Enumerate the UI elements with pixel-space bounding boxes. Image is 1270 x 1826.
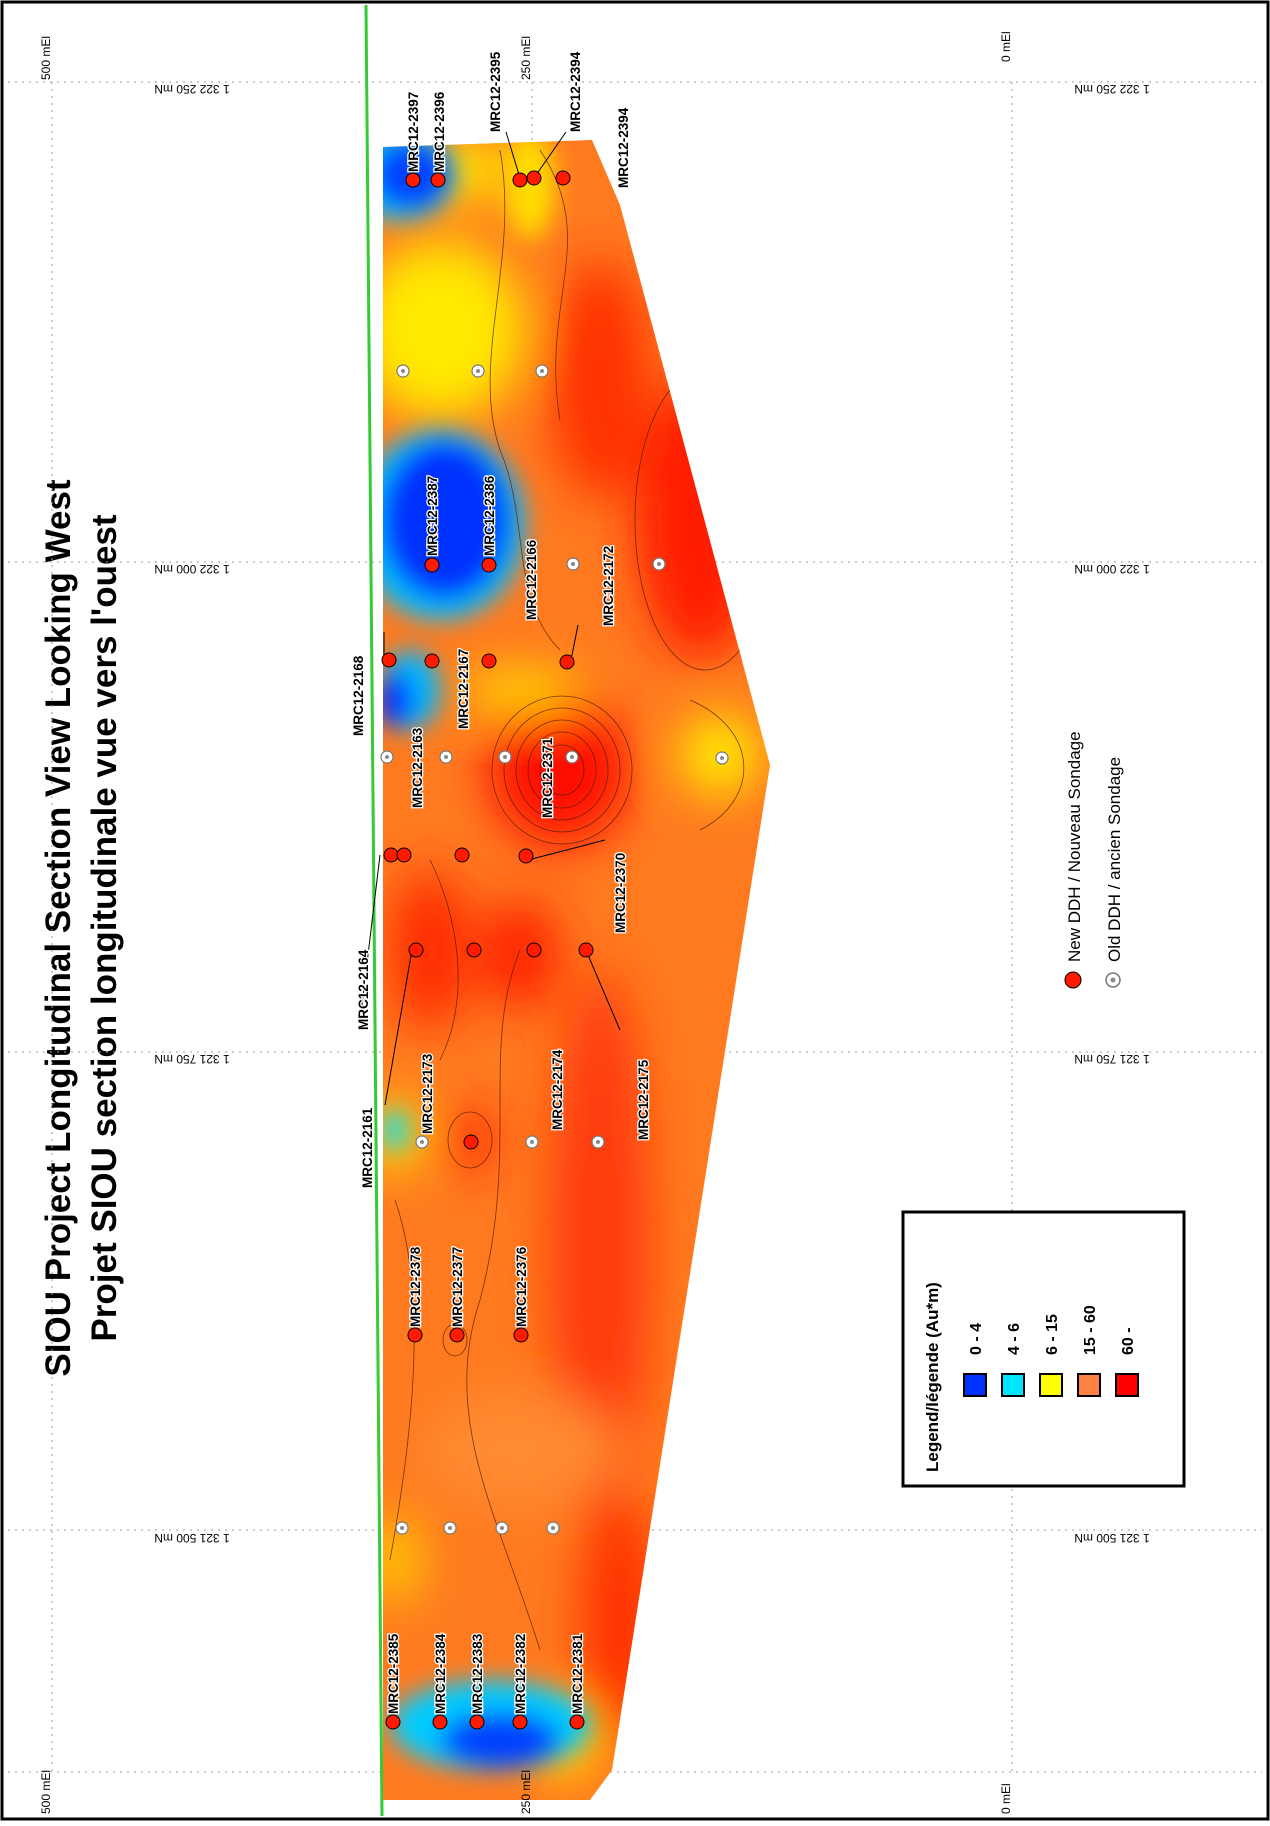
new-ddh-marker [555, 170, 571, 186]
old-ddh-label: Old DDH / ancien Sondage [1105, 757, 1124, 962]
title-line-2: Projet SIOU section longitudinale vue ve… [85, 514, 124, 1341]
northing-label-top-3: 1 321 500 mN [154, 1531, 229, 1545]
drill-hole-label: MRC12-2387 [425, 476, 440, 556]
new-ddh-marker [454, 847, 470, 863]
drill-hole-label: MRC12-2168 [351, 655, 366, 736]
new-ddh-marker [385, 1714, 401, 1730]
drill-hole-label: MRC12-2383 [470, 1633, 485, 1714]
elevation-label-bottom-left: 500 mEl [39, 1770, 53, 1814]
legend-label: 15 - 60 [1082, 1305, 1099, 1355]
new-ddh-marker [463, 1134, 479, 1150]
title-block: SIOU Project Longitudinal Section View L… [39, 479, 124, 1376]
elevation-label-top-right: 0 mEl [999, 31, 1013, 62]
new-ddh-marker [430, 172, 446, 188]
legend-title: Legend/légende (Au*m) [923, 1282, 942, 1472]
new-ddh-marker [449, 1327, 465, 1343]
drill-hole-label: MRC12-2386 [482, 475, 497, 556]
new-ddh-marker [512, 1714, 528, 1730]
symbol-key: New DDH / Nouveau Sondage Old DDH / anci… [1064, 731, 1124, 989]
drill-hole-label: MRC12-2163 [410, 727, 425, 808]
new-ddh-marker [518, 848, 534, 864]
new-ddh-symbol [1064, 971, 1082, 989]
new-ddh-marker [526, 170, 542, 186]
new-ddh-marker [405, 172, 421, 188]
elevation-label-top-left: 500 mEl [39, 36, 53, 80]
new-ddh-marker [424, 557, 440, 573]
drill-hole-label: MRC12-2397 [406, 92, 421, 172]
new-ddh-marker [481, 653, 497, 669]
legend-swatch [1039, 1373, 1063, 1397]
drill-hole-label: MRC12-2172 [601, 546, 616, 626]
northing-label-bottom-0: 1 322 250 mN [1074, 82, 1149, 96]
drill-hole-label: MRC12-2173 [420, 1053, 435, 1134]
drill-hole-label: MRC12-2384 [433, 1633, 448, 1714]
legend-label: 60 - [1120, 1327, 1137, 1355]
northing-label-bottom-3: 1 321 500 mN [1074, 1531, 1149, 1545]
surface-line [364, 4, 384, 1817]
new-ddh-marker [432, 1714, 448, 1730]
drill-hole-label: MRC12-2395 [488, 51, 503, 132]
new-ddh-marker [513, 1327, 529, 1343]
northing-label-top-2: 1 321 750 mN [154, 1052, 229, 1066]
new-ddh-marker [526, 942, 542, 958]
drill-hole-labels: MRC12-2397 MRC12-2396 MRC12-2395 MRC12-2… [350, 50, 653, 1715]
drill-hole-label: MRC12-2378 [408, 1246, 423, 1327]
grade-contour-surface [383, 140, 770, 1800]
new-ddh-marker [381, 652, 397, 668]
drill-hole-label: MRC12-2394 [568, 51, 583, 132]
legend: Legend/légende (Au*m) 0 - 4 4 - 6 6 - 15 15… [901, 1210, 1186, 1488]
elevation-labels: 500 mEl 250 mEl 0 mEl 500 mEl 250 mEl 0 … [39, 31, 1013, 1814]
new-ddh-marker [396, 847, 412, 863]
drill-hole-label: MRC12-2371 [540, 737, 555, 818]
legend-swatch [963, 1373, 987, 1397]
elevation-label-bottom-mid: 250 mEl [519, 1770, 533, 1814]
legend-swatch [1077, 1373, 1101, 1397]
legend-swatch [1001, 1373, 1025, 1397]
drill-hole-label: MRC12-2166 [524, 539, 539, 620]
drill-hole-label: MRC12-2167 [456, 649, 471, 729]
new-ddh-marker [466, 942, 482, 958]
drill-hole-markers [380, 170, 729, 1730]
new-ddh-marker [559, 654, 575, 670]
northing-label-bottom-1: 1 322 000 mN [1074, 562, 1149, 576]
new-ddh-marker [424, 653, 440, 669]
new-ddh-marker [408, 942, 424, 958]
legend-swatch [1115, 1373, 1139, 1397]
northing-label-bottom-2: 1 321 750 mN [1074, 1052, 1149, 1066]
legend-frame [901, 1210, 1186, 1488]
new-ddh-marker [512, 172, 528, 188]
new-ddh-marker [578, 942, 594, 958]
new-ddh-marker [469, 1714, 485, 1730]
drill-hole-label: MRC12-2396 [432, 91, 447, 172]
drill-hole-label: MRC12-2164 [356, 949, 371, 1030]
elevation-label-bottom-right: 0 mEl [999, 1783, 1013, 1814]
northing-labels: 1 322 250 mN 1 322 000 mN 1 321 750 mN 1… [154, 82, 1149, 1545]
new-ddh-marker [481, 557, 497, 573]
drill-hole-label: MRC12-2370 [613, 853, 628, 933]
drill-hole-label: MRC12-2385 [386, 1633, 401, 1714]
new-ddh-marker [569, 1714, 585, 1730]
drill-hole-label: MRC12-2376 [514, 1246, 529, 1327]
drill-hole-label: MRC12-2377 [450, 1247, 465, 1327]
drill-hole-label: MRC12-2174 [550, 1049, 565, 1130]
legend-label: 0 - 4 [968, 1323, 985, 1355]
drill-hole-label: MRC12-2175 [636, 1059, 651, 1140]
drill-hole-label: MRC12-2394 [616, 107, 631, 188]
legend-label: 6 - 15 [1044, 1314, 1061, 1355]
title-line-1: SIOU Project Longitudinal Section View L… [39, 479, 78, 1376]
new-ddh-marker [383, 847, 399, 863]
new-ddh-label: New DDH / Nouveau Sondage [1065, 731, 1084, 962]
new-ddh-marker [407, 1327, 423, 1343]
northing-label-top-0: 1 322 250 mN [154, 82, 229, 96]
elevation-label-top-mid: 250 mEl [519, 36, 533, 80]
northing-label-top-1: 1 322 000 mN [154, 562, 229, 576]
drill-hole-label: MRC12-2382 [513, 1634, 528, 1714]
legend-items: 0 - 4 4 - 6 6 - 15 15 - 60 60 - [963, 1305, 1139, 1397]
drill-hole-label: MRC12-2381 [570, 1633, 585, 1714]
legend-label: 4 - 6 [1006, 1323, 1023, 1355]
drill-hole-label: MRC12-2161 [360, 1107, 375, 1188]
